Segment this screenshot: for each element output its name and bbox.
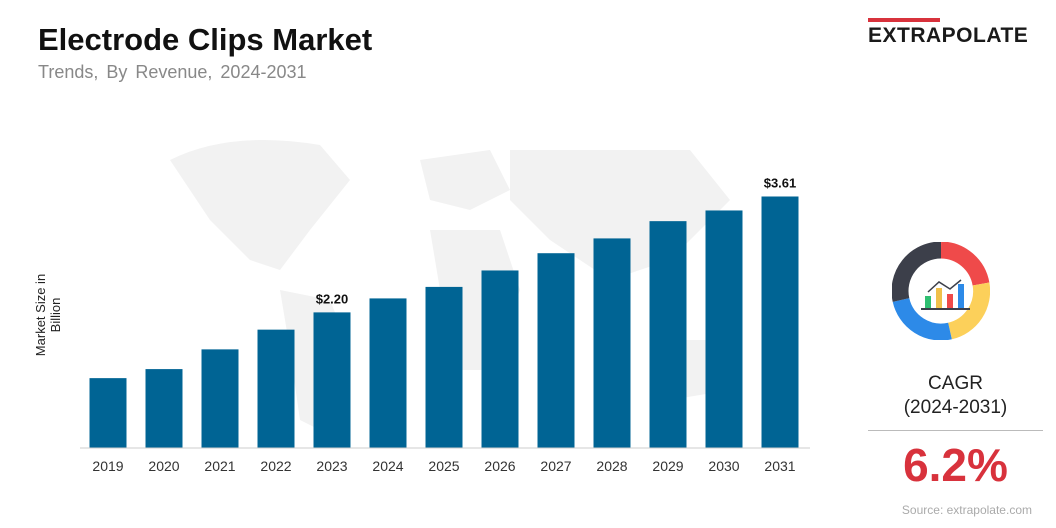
bar-chart: 2019 2020 2021 2022 2023 $2.20 2024 2025 2026 202… (80, 175, 810, 474)
bar-2019 (89, 378, 127, 448)
bar-2022 (257, 329, 295, 448)
data-label: $2.20 (316, 291, 349, 306)
x-tick-label: 2026 (484, 458, 515, 474)
divider (868, 430, 1043, 431)
bar-2024 (369, 298, 407, 448)
x-tick-label: 2023 (316, 458, 347, 474)
source-text: Source: extrapolate.com (901, 503, 1032, 517)
x-tick-label: 2025 (428, 458, 459, 474)
bar-2020 (145, 369, 183, 448)
chart-subtitle: Trends, By Revenue, 2024-2031 (38, 62, 307, 82)
extrapolate-logo: EXTRAPOLATE (868, 18, 1028, 48)
x-tick-label: 2019 (92, 458, 123, 474)
logo-text: EXTRAPOLATE (868, 24, 1029, 47)
x-tick-label: 2024 (372, 458, 403, 474)
data-label: $3.61 (764, 175, 797, 190)
bar-2025 (425, 286, 463, 448)
x-tick-label: 2021 (204, 458, 235, 474)
x-tick-label: 2027 (540, 458, 571, 474)
x-tick-label: 2030 (708, 458, 739, 474)
bar-2021 (201, 349, 239, 448)
cagr-label: CAGR (2024-2031) (868, 372, 1043, 420)
logo-accent-bar (868, 18, 940, 22)
cagr-value: 6.2% (903, 439, 1008, 491)
chart-title: Electrode Clips Market (38, 22, 373, 57)
bar-2029 (649, 221, 687, 448)
bar-2023 (313, 312, 351, 448)
bar-2031 (761, 196, 799, 448)
bar-2030 (705, 210, 743, 448)
bar-2027 (537, 253, 575, 448)
x-tick-label: 2029 (652, 458, 683, 474)
cagr-period: (2024-2031) (903, 397, 1008, 418)
bar-2028 (593, 238, 631, 448)
x-tick-label: 2031 (764, 458, 795, 474)
donut-chart-icon (892, 242, 990, 340)
x-tick-label: 2022 (260, 458, 291, 474)
x-tick-label: 2020 (148, 458, 179, 474)
bar-2026 (481, 270, 519, 448)
cagr-title: CAGR (928, 373, 983, 394)
x-tick-label: 2028 (596, 458, 627, 474)
